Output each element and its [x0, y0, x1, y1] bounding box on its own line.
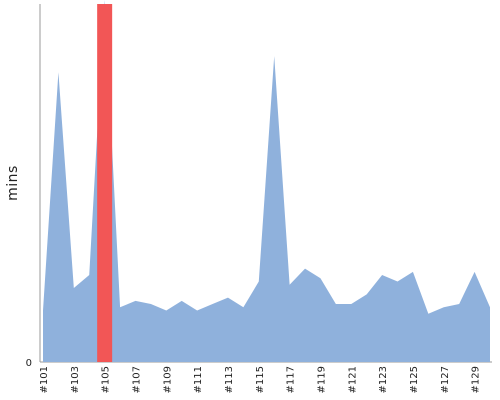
- data-point-105: [103, 0, 107, 2]
- data-point-124: [396, 280, 400, 284]
- series-area: [43, 0, 490, 362]
- data-point-117: [288, 283, 292, 287]
- x-tick-label: #121: [347, 366, 358, 393]
- x-tick-label: #101: [39, 366, 50, 393]
- data-point-122: [365, 292, 369, 296]
- data-point-129: [473, 270, 477, 274]
- data-point-114: [241, 305, 245, 309]
- data-point-101: [41, 308, 45, 312]
- data-point-109: [164, 308, 168, 312]
- x-tick-label: #107: [131, 366, 142, 393]
- data-point-125: [411, 270, 415, 274]
- x-tick-label: #129: [471, 366, 482, 393]
- data-point-116: [272, 54, 276, 58]
- x-tick-label: #127: [440, 366, 451, 393]
- data-point-107: [133, 299, 137, 303]
- data-point-118: [303, 267, 307, 271]
- x-tick-label: #123: [378, 366, 389, 393]
- data-point-123: [380, 273, 384, 277]
- x-tick-label: #117: [286, 366, 297, 393]
- data-point-128: [457, 302, 461, 306]
- x-tick-label: #125: [409, 366, 420, 393]
- data-point-127: [442, 305, 446, 309]
- data-point-126: [426, 312, 430, 316]
- data-point-102: [56, 70, 60, 74]
- x-tick-label: #105: [101, 366, 112, 393]
- data-point-108: [149, 302, 153, 306]
- area-layer: [41, 0, 492, 362]
- data-point-115: [257, 280, 261, 284]
- data-point-121: [349, 302, 353, 306]
- y-tick-label: 0: [26, 358, 32, 369]
- data-point-111: [195, 308, 199, 312]
- x-tick-label: #109: [162, 366, 173, 393]
- data-point-110: [180, 299, 184, 303]
- x-tick-label: #111: [193, 366, 204, 393]
- x-tick-label: #119: [316, 366, 327, 393]
- data-point-106: [118, 305, 122, 309]
- data-point-119: [318, 276, 322, 280]
- data-point-104: [87, 273, 91, 277]
- data-point-113: [226, 296, 230, 300]
- x-tick-label: #115: [255, 366, 266, 393]
- highlight-bar: [97, 4, 113, 362]
- x-tick-label: #113: [224, 366, 235, 393]
- y-axis-label: mins: [5, 165, 21, 201]
- data-point-120: [334, 302, 338, 306]
- x-ticks: #101 #103 #105 #107 #109 #111 #113 #115 #117 #119…: [39, 366, 482, 393]
- data-point-103: [72, 286, 76, 290]
- data-point-112: [211, 302, 215, 306]
- y-ticks: 0: [26, 358, 32, 369]
- highlight-layer: [97, 4, 113, 362]
- x-tick-label: #103: [70, 366, 81, 393]
- data-point-130: [488, 305, 492, 309]
